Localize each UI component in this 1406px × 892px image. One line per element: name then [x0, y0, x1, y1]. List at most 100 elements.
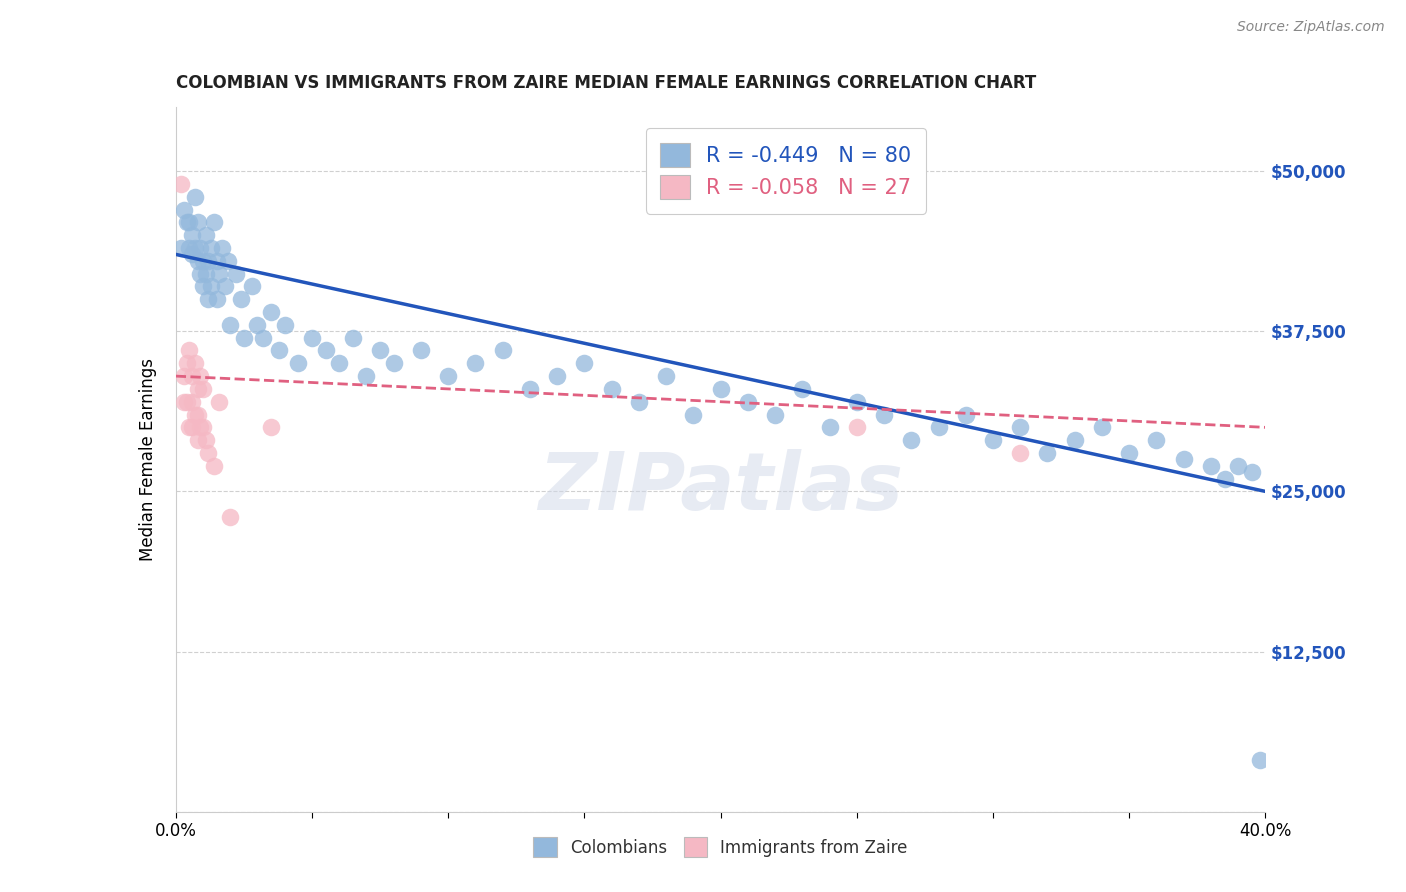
Point [197, 253, 219, 268]
Point [186, 253, 209, 268]
Point [179, 241, 201, 255]
Point [1091, 420, 1114, 434]
Point [1199, 458, 1222, 473]
Point [205, 292, 228, 306]
Point [181, 369, 204, 384]
Point [315, 343, 337, 358]
Point [176, 394, 198, 409]
Point [191, 253, 214, 268]
Point [492, 343, 515, 358]
Point [188, 267, 211, 281]
Point [208, 394, 231, 409]
Point [274, 318, 297, 332]
Point [1144, 433, 1167, 447]
Point [464, 356, 486, 370]
Point [179, 215, 201, 229]
Point [200, 241, 222, 255]
Point [232, 331, 254, 345]
Point [368, 343, 391, 358]
Point [792, 382, 814, 396]
Point [208, 267, 231, 281]
Point [981, 433, 1004, 447]
Point [382, 356, 405, 370]
Point [1227, 458, 1250, 473]
Point [710, 382, 733, 396]
Point [179, 343, 201, 358]
Point [260, 305, 283, 319]
Point [342, 331, 364, 345]
Point [240, 279, 263, 293]
Point [186, 433, 209, 447]
Point [200, 279, 222, 293]
Point [231, 292, 253, 306]
Point [737, 394, 759, 409]
Point [181, 420, 204, 434]
Point [173, 394, 195, 409]
Point [173, 202, 195, 217]
Legend: Colombians, Immigrants from Zaire: Colombians, Immigrants from Zaire [527, 830, 914, 863]
Point [186, 408, 209, 422]
Point [184, 408, 207, 422]
Point [356, 369, 378, 384]
Point [188, 420, 211, 434]
Point [1118, 446, 1140, 460]
Point [928, 420, 950, 434]
Point [260, 420, 283, 434]
Point [1010, 420, 1032, 434]
Point [186, 382, 209, 396]
Point [546, 369, 568, 384]
Point [188, 241, 211, 255]
Point [409, 343, 432, 358]
Point [655, 369, 678, 384]
Point [170, 177, 193, 191]
Point [437, 369, 460, 384]
Point [845, 420, 868, 434]
Point [191, 420, 214, 434]
Point [181, 228, 204, 243]
Point [682, 408, 704, 422]
Point [1213, 472, 1236, 486]
Point [845, 394, 868, 409]
Point [181, 247, 204, 261]
Point [176, 356, 198, 370]
Point [217, 253, 239, 268]
Point [269, 343, 291, 358]
Point [179, 420, 201, 434]
Point [225, 267, 247, 281]
Point [627, 394, 650, 409]
Text: COLOMBIAN VS IMMIGRANTS FROM ZAIRE MEDIAN FEMALE EARNINGS CORRELATION CHART: COLOMBIAN VS IMMIGRANTS FROM ZAIRE MEDIA… [176, 74, 1036, 92]
Point [184, 190, 207, 204]
Point [252, 331, 274, 345]
Point [197, 446, 219, 460]
Point [181, 394, 204, 409]
Point [184, 241, 207, 255]
Point [205, 253, 228, 268]
Point [287, 356, 309, 370]
Point [173, 369, 195, 384]
Text: ZIPatlas: ZIPatlas [538, 449, 903, 526]
Point [194, 433, 217, 447]
Point [191, 382, 214, 396]
Point [184, 356, 207, 370]
Point [202, 458, 225, 473]
Point [301, 331, 323, 345]
Point [194, 228, 217, 243]
Point [170, 241, 193, 255]
Point [186, 215, 209, 229]
Point [1036, 446, 1059, 460]
Point [873, 408, 896, 422]
Point [246, 318, 269, 332]
Point [1240, 465, 1263, 479]
Point [1063, 433, 1085, 447]
Point [214, 279, 236, 293]
Point [763, 408, 786, 422]
Point [219, 318, 242, 332]
Point [188, 369, 211, 384]
Point [1010, 446, 1032, 460]
Point [176, 215, 198, 229]
Point [818, 420, 841, 434]
Point [211, 241, 233, 255]
Point [194, 267, 217, 281]
Point [219, 510, 242, 524]
Point [202, 215, 225, 229]
